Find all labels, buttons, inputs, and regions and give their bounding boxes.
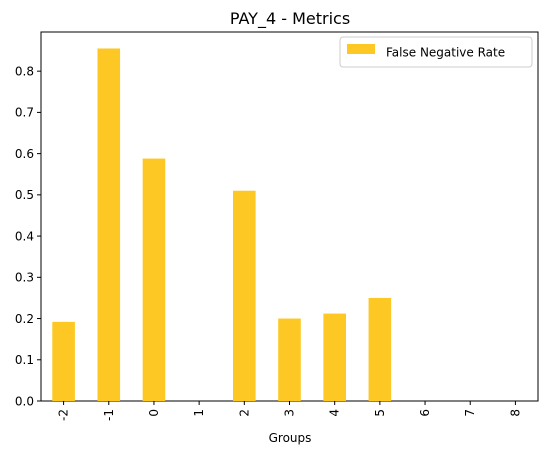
x-tick-label: -2 <box>57 409 71 421</box>
x-axis-label: Groups <box>269 431 312 445</box>
bar--1 <box>97 48 121 402</box>
y-tick-label: 0.3 <box>15 271 34 285</box>
legend: False Negative Rate <box>339 36 533 68</box>
y-tick-label: 0.7 <box>15 106 34 120</box>
x-tick-label: -1 <box>102 409 116 421</box>
x-tick-label: 1 <box>192 409 206 417</box>
bar--2 <box>52 321 75 401</box>
legend-swatch <box>347 44 375 54</box>
y-tick-label: 0.8 <box>15 64 34 78</box>
y-tick-label: 0.2 <box>15 312 34 326</box>
legend-box <box>339 36 533 68</box>
x-tick-label: 8 <box>508 409 522 417</box>
x-tick-label: 2 <box>237 409 251 417</box>
bar-0 <box>142 158 166 401</box>
x-tick-label: 7 <box>463 409 477 417</box>
bar-4 <box>323 313 346 401</box>
x-tick-label: 0 <box>147 409 161 417</box>
x-tick-label: 3 <box>283 409 297 417</box>
x-axis: -2 -1 0 1 2 3 4 5 6 7 8 <box>57 401 522 421</box>
y-tick-label: 0.0 <box>15 394 34 408</box>
x-tick-label: 6 <box>418 409 432 417</box>
x-tick-label: 4 <box>328 409 342 417</box>
y-tick-label: 0.1 <box>15 353 34 367</box>
bar-3 <box>278 318 301 401</box>
bars-group <box>52 48 392 402</box>
x-tick-label: 5 <box>373 409 387 417</box>
chart-title: PAY_4 - Metrics <box>230 9 350 29</box>
y-axis: 0.0 0.1 0.2 0.3 0.4 0.5 0.6 0.7 0.8 <box>15 64 41 408</box>
y-tick-label: 0.5 <box>15 188 34 202</box>
y-tick-label: 0.6 <box>15 147 34 161</box>
bar-2 <box>233 190 256 401</box>
y-tick-label: 0.4 <box>15 229 34 243</box>
legend-label: False Negative Rate <box>386 46 505 60</box>
bar-5 <box>368 297 392 401</box>
